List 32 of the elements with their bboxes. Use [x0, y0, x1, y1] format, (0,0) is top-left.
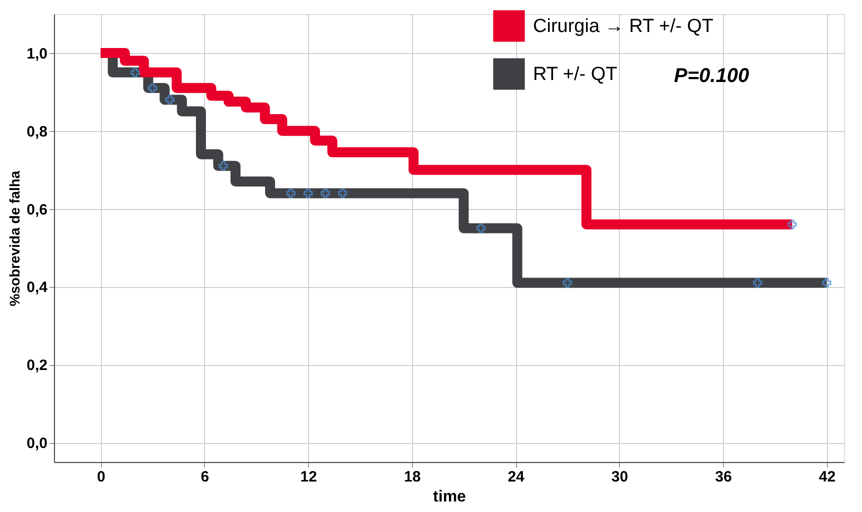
y-tick-label: 0,6: [26, 201, 48, 218]
x-tick-label: 30: [611, 468, 628, 486]
x-tick-label: 18: [404, 468, 421, 486]
point: [130, 68, 140, 78]
x-tick-label: 0: [97, 468, 106, 486]
x-tick-label: 36: [715, 468, 732, 486]
x-tick-label: 6: [200, 468, 210, 486]
x-tick-label: 12: [300, 468, 317, 486]
point: [338, 188, 348, 198]
x-axis-title: time: [433, 488, 466, 506]
point: [303, 188, 313, 198]
x-tick-label: 42: [818, 468, 836, 486]
point: [822, 278, 832, 288]
point: [165, 95, 174, 104]
legend-label: Cirurgia → RT +/- QT: [533, 16, 714, 37]
x-tick-label: 24: [508, 468, 526, 486]
point: [788, 220, 797, 229]
point: [286, 188, 296, 198]
legend-label: RT +/- QT: [533, 64, 618, 85]
y-tick-label: 0,0: [26, 435, 48, 452]
point: [218, 161, 228, 171]
y-tick-label: 1,0: [26, 45, 48, 62]
point: [476, 224, 486, 233]
y-tick-label: 0,8: [26, 123, 48, 140]
point: [752, 278, 762, 288]
point: [562, 278, 572, 288]
y-tick-label: 0,4: [26, 279, 48, 296]
point: [320, 188, 330, 198]
point: [148, 83, 158, 93]
y-tick-label: 0,2: [26, 357, 48, 374]
y-axis-title: %sobrevida de falha: [6, 170, 23, 306]
annotation: P=0.100: [674, 65, 750, 87]
